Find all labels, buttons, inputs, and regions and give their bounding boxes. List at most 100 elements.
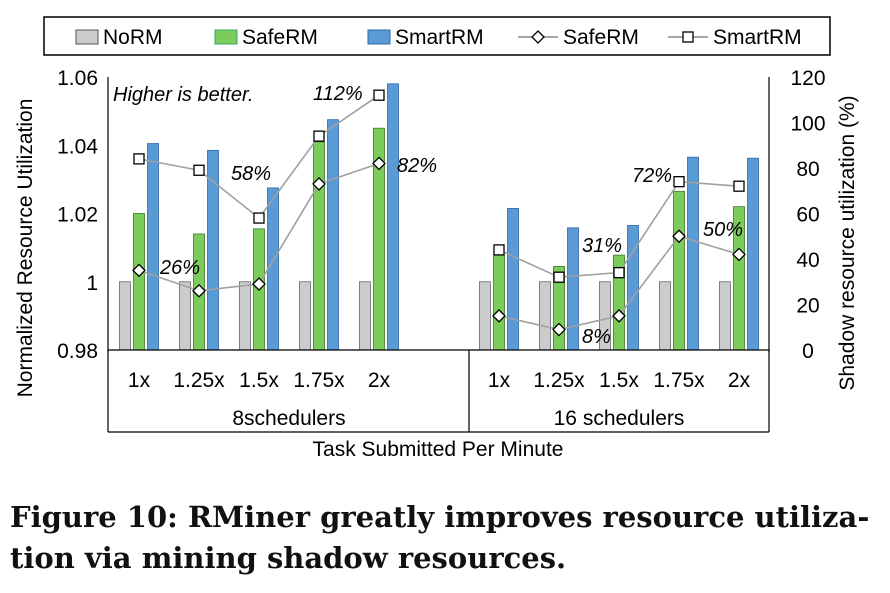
bar-norm-6 — [539, 281, 551, 351]
annotation-26pct: 26% — [159, 257, 200, 279]
bar-layer — [119, 83, 759, 351]
x-tick-label: 2x — [368, 369, 391, 392]
bar-norm-1 — [179, 281, 191, 351]
annotation-higher-is-better: Higher is better. — [113, 84, 253, 106]
bar-norm-9 — [719, 281, 731, 351]
x-tick-label: 1.75x — [293, 369, 345, 392]
y2-tick-label: 20 — [796, 295, 819, 318]
legend-item-smartrm-line: SmartRM — [668, 26, 802, 49]
bar-smartrm-5 — [507, 207, 519, 351]
bar-norm-3 — [299, 281, 311, 351]
y-tick-label: 1.02 — [57, 204, 98, 227]
y2-tick-label: 120 — [790, 67, 825, 90]
marker-smartrm-square-5 — [493, 244, 505, 256]
line-layer — [132, 89, 746, 337]
caption-line-2: tion via mining shadow resources. — [10, 541, 567, 575]
annotation-50pct: 50% — [703, 219, 743, 241]
bar-saferm-0 — [133, 213, 145, 351]
axes — [107, 77, 770, 433]
x-tick-label: 1.25x — [533, 369, 585, 392]
bar-smartrm-4 — [387, 83, 399, 351]
y-tick-label: 1 — [86, 272, 98, 295]
bar-saferm-5 — [493, 254, 505, 351]
bar-saferm-3 — [313, 141, 325, 351]
marker-smartrm-square-3 — [313, 130, 325, 142]
legend-item-smartrm-bar: SmartRM — [367, 26, 484, 49]
legend-item-norm: NoRM — [75, 26, 163, 49]
annotation-82pct: 82% — [397, 155, 437, 177]
marker-saferm-diamond-4 — [372, 156, 386, 171]
y2-tick-labels: 0 20 40 60 80 100 120 — [790, 67, 825, 363]
bar-smartrm-9 — [747, 157, 759, 351]
marker-saferm-diamond-9 — [732, 247, 746, 262]
bar-smartrm-2 — [267, 187, 279, 351]
bar-smartrm-3 — [327, 119, 339, 351]
marker-saferm-diamond-6 — [552, 322, 566, 337]
annotation-31pct: 31% — [582, 235, 622, 257]
legend-item-saferm-bar: SafeRM — [214, 26, 318, 49]
annotation-58pct: 58% — [231, 163, 271, 185]
legend-diamond-marker — [531, 30, 545, 44]
marker-smartrm-square-1 — [193, 164, 205, 176]
marker-saferm-diamond-7 — [612, 308, 626, 323]
bar-norm-8 — [659, 281, 671, 351]
bar-norm-2 — [239, 281, 251, 351]
x-axis-title: Task Submitted Per Minute — [313, 438, 564, 461]
marker-saferm-diamond-2 — [252, 277, 266, 291]
bar-smartrm-0 — [147, 143, 159, 351]
y-tick-label: 1.06 — [57, 67, 98, 90]
y-tick-label: 0.98 — [57, 340, 98, 363]
line-smartrm-square-group-0 — [138, 94, 380, 220]
y-tick-labels: 0.98 1 1.02 1.04 1.06 — [57, 67, 98, 363]
x-tick-label: 2x — [728, 369, 751, 392]
legend-square-marker — [682, 31, 694, 43]
y-tick-label: 1.04 — [57, 135, 98, 158]
x-tick-label: 1x — [488, 369, 511, 392]
x-tick-label: 1.75x — [653, 369, 705, 392]
bar-norm-4 — [359, 281, 371, 351]
legend: NoRM SafeRM SmartRM SafeRM SmartRM — [43, 16, 831, 56]
bar-norm-5 — [479, 281, 491, 351]
y2-tick-label: 100 — [790, 113, 825, 136]
marker-smartrm-square-4 — [373, 89, 385, 101]
x-tick-label: 1x — [128, 369, 151, 392]
marker-smartrm-square-0 — [133, 153, 145, 165]
group-label-8schedulers: 8schedulers — [232, 407, 345, 430]
marker-saferm-diamond-5 — [492, 308, 506, 323]
annotation-72pct: 72% — [632, 165, 672, 187]
x-tick-labels: 1x 1.25x 1.5x 1.75x 2x 1x 1.25x 1.5x 1.75x 2x — [128, 369, 751, 392]
x-tick-label: 1.5x — [239, 369, 279, 392]
y2-tick-label: 0 — [802, 340, 814, 363]
marker-saferm-diamond-8 — [672, 229, 686, 244]
y2-tick-label: 80 — [796, 158, 819, 181]
bar-saferm-8 — [673, 190, 685, 351]
legend-label-smartrm-line: SmartRM — [713, 26, 802, 49]
annotations: Higher is better. 26% 58% 112% 82% 31% 8… — [113, 83, 743, 348]
marker-smartrm-square-2 — [253, 212, 265, 224]
y-axis-title: Normalized Resource Utilization — [14, 99, 37, 398]
legend-label-saferm-bar: SafeRM — [242, 26, 318, 49]
marker-smartrm-square-9 — [733, 180, 745, 192]
marker-smartrm-square-6 — [553, 271, 565, 283]
y2-axis-title: Shadow resource utilization (%) — [836, 95, 859, 390]
legend-item-saferm-line: SafeRM — [518, 26, 639, 49]
group-label-16schedulers: 16 schedulers — [554, 407, 685, 430]
annotation-8pct: 8% — [582, 326, 611, 348]
caption-line-1: Figure 10: RMiner greatly improves resou… — [10, 500, 870, 534]
bar-smartrm-6 — [567, 227, 579, 351]
bar-smartrm-8 — [687, 156, 699, 351]
marker-smartrm-square-8 — [673, 175, 685, 188]
legend-label-norm: NoRM — [103, 26, 163, 49]
bar-smartrm-1 — [207, 149, 219, 351]
marker-saferm-diamond-1 — [192, 283, 206, 298]
chart: NoRM SafeRM SmartRM SafeRM SmartRM — [14, 16, 859, 461]
marker-saferm-diamond-3 — [312, 177, 326, 191]
marker-smartrm-square-7 — [613, 266, 625, 279]
legend-label-saferm-line: SafeRM — [563, 26, 639, 49]
y2-tick-label: 40 — [796, 249, 819, 272]
y2-tick-label: 60 — [796, 204, 819, 227]
bar-norm-0 — [119, 281, 131, 351]
figure-caption: Figure 10: RMiner greatly improves resou… — [10, 497, 880, 579]
x-tick-label: 1.25x — [173, 369, 225, 392]
x-tick-label: 1.5x — [599, 369, 639, 392]
